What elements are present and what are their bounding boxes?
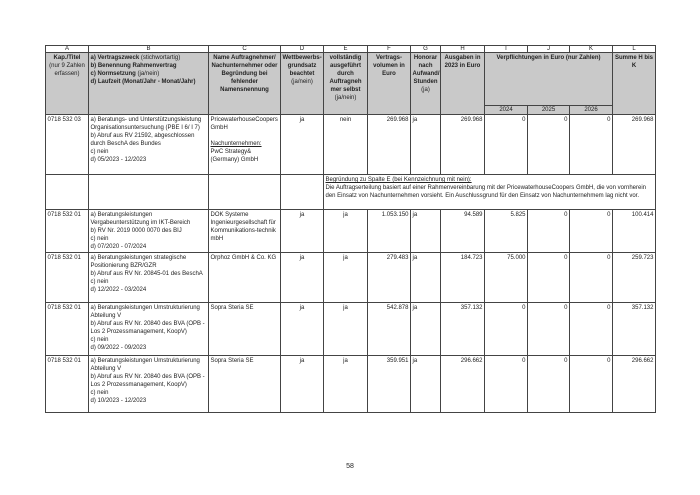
years-row: 2024 2025 2026 (46, 105, 656, 115)
description-cell: a) Beratungsleistungen Vergabeunterstütz… (88, 209, 209, 253)
header-commitments: Verpflichtungen in Euro (nur Zahlen) (484, 52, 613, 106)
column-letters-row: A B C D E F G H I J K L (45, 45, 656, 53)
sum-cell: 296.662 (612, 355, 656, 413)
competition-cell: ja (280, 114, 324, 175)
sum-cell: 100.414 (612, 209, 656, 253)
col-letter: C (208, 45, 281, 53)
description-cell: a) Beratungs- und Unterstützungsleistung… (88, 114, 209, 175)
commit-2024-cell: 0 (484, 302, 528, 356)
contractor-cell: DOK Systeme Ingenieurgesellschaft für Ko… (208, 209, 281, 253)
header-expenses-2023: Ausgaben in 2023 in Euro (440, 52, 485, 115)
header-contractor: Name Auftragnehmer/ Nachunternehmer oder… (208, 52, 281, 115)
table-row: 0718 532 03 a) Beratungs- und Unterstütz… (45, 114, 656, 175)
table-row: 0718 532 01 a) Beratungsleistungen Umstr… (45, 355, 656, 413)
year-2025: 2025 (527, 105, 570, 115)
header-kap: Kap./Titel (nur 9 Zahlen erfassen) (45, 52, 89, 115)
col-letter: B (88, 45, 209, 53)
col-letter: D (280, 45, 324, 53)
commit-2025-cell: 0 (527, 114, 570, 175)
competition-cell: ja (280, 302, 324, 356)
competition-cell: ja (280, 252, 324, 303)
col-letter: I (484, 45, 528, 53)
expenses-cell: 269.968 (440, 114, 485, 175)
self-executed-cell: ja (323, 355, 368, 413)
justification-cell: Begründung zu Spalte E (bei Kennzeichnun… (323, 174, 656, 210)
competition-cell: ja (280, 355, 324, 413)
commit-2026-cell: 0 (569, 355, 613, 413)
expenses-cell: 296.662 (440, 355, 485, 413)
kap-cell: 0718 532 03 (45, 114, 89, 175)
col-letter: A (45, 45, 89, 53)
description-cell: a) Beratungsleistungen Umstrukturierung … (88, 302, 209, 356)
commit-2024-cell: 0 (484, 114, 528, 175)
header-fee: Honorar nach Aufwand/ Stunden (ja) (410, 52, 441, 115)
sum-cell: 259.723 (612, 252, 656, 303)
page-number: 58 (346, 463, 354, 470)
col-letter: F (367, 45, 411, 53)
fee-cell: ja (410, 209, 441, 253)
self-executed-cell: nein (323, 114, 368, 175)
commit-2026-cell: 0 (569, 252, 613, 303)
col-letter: H (440, 45, 485, 53)
expenses-cell: 94.589 (440, 209, 485, 253)
justification-row: Begründung zu Spalte E (bei Kennzeichnun… (45, 174, 656, 210)
contractor-cell: PricewaterhouseCoopers GmbH Nachunternehm… (208, 114, 281, 175)
kap-cell: 0718 532 01 (45, 209, 89, 253)
header-self-executed: vollständig ausgeführt durch Auftragneh … (323, 52, 368, 115)
col-letter: L (612, 45, 656, 53)
commit-2025-cell: 0 (527, 302, 570, 356)
self-executed-cell: ja (323, 252, 368, 303)
header-competition: Wettbewerbs-grundsatz beachtet (ja/nein) (280, 52, 324, 115)
expenses-cell: 184.723 (440, 252, 485, 303)
year-2026: 2026 (569, 105, 613, 115)
commit-2025-cell: 0 (527, 355, 570, 413)
commit-2024-cell: 5.825 (484, 209, 528, 253)
fee-cell: ja (410, 252, 441, 303)
commit-2025-cell: 0 (527, 252, 570, 303)
sum-cell: 357.132 (612, 302, 656, 356)
expenses-cell: 357.132 (440, 302, 485, 356)
kap-cell: 0718 532 01 (45, 355, 89, 413)
volume-cell: 1.053.150 (367, 209, 411, 253)
kap-cell: 0718 532 01 (45, 252, 89, 303)
commit-2026-cell: 0 (569, 209, 613, 253)
header-description: a) Vertragszweck (stichwortartig) b) Ben… (88, 52, 209, 115)
commit-2025-cell: 0 (527, 209, 570, 253)
description-cell: a) Beratungsleistungen Umstrukturierung … (88, 355, 209, 413)
table-row: 0718 532 01 a) Beratungsleistungen Verga… (45, 209, 656, 253)
contractor-cell: Sopra Steria SE (208, 302, 281, 356)
contractor-cell: Orphoz GmbH & Co. KG (208, 252, 281, 303)
header-sum: Summe H bis K (612, 52, 656, 115)
competition-cell: ja (280, 209, 324, 253)
header-volume: Vertrags-volumen in Euro (367, 52, 411, 115)
header-row: Kap./Titel (nur 9 Zahlen erfassen) a) Ver… (45, 52, 656, 115)
table-row: 0718 532 01 a) Beratungsleistungen strat… (45, 252, 656, 303)
col-letter: J (527, 45, 570, 53)
volume-cell: 542.878 (367, 302, 411, 356)
col-letter: K (569, 45, 613, 53)
commit-2024-cell: 75.000 (484, 252, 528, 303)
commit-2024-cell: 0 (484, 355, 528, 413)
col-letter: G (410, 45, 441, 53)
kap-cell: 0718 532 01 (45, 302, 89, 356)
volume-cell: 279.483 (367, 252, 411, 303)
self-executed-cell: ja (323, 302, 368, 356)
commit-2026-cell: 0 (569, 114, 613, 175)
contractor-cell: Sopra Steria SE (208, 355, 281, 413)
fee-cell: ja (410, 114, 441, 175)
expenditure-table: A B C D E F G H I J K L Kap./Titel (nur 9… (45, 45, 656, 413)
year-2024: 2024 (484, 105, 528, 115)
col-letter: E (323, 45, 368, 53)
self-executed-cell: ja (323, 209, 368, 253)
table-row: 0718 532 01 a) Beratungsleistungen Umstr… (45, 302, 656, 356)
fee-cell: ja (410, 302, 441, 356)
commit-2026-cell: 0 (569, 302, 613, 356)
sum-cell: 269.968 (612, 114, 656, 175)
volume-cell: 269.968 (367, 114, 411, 175)
fee-cell: ja (410, 355, 441, 413)
description-cell: a) Beratungsleistungen strategische Posi… (88, 252, 209, 303)
volume-cell: 359.951 (367, 355, 411, 413)
